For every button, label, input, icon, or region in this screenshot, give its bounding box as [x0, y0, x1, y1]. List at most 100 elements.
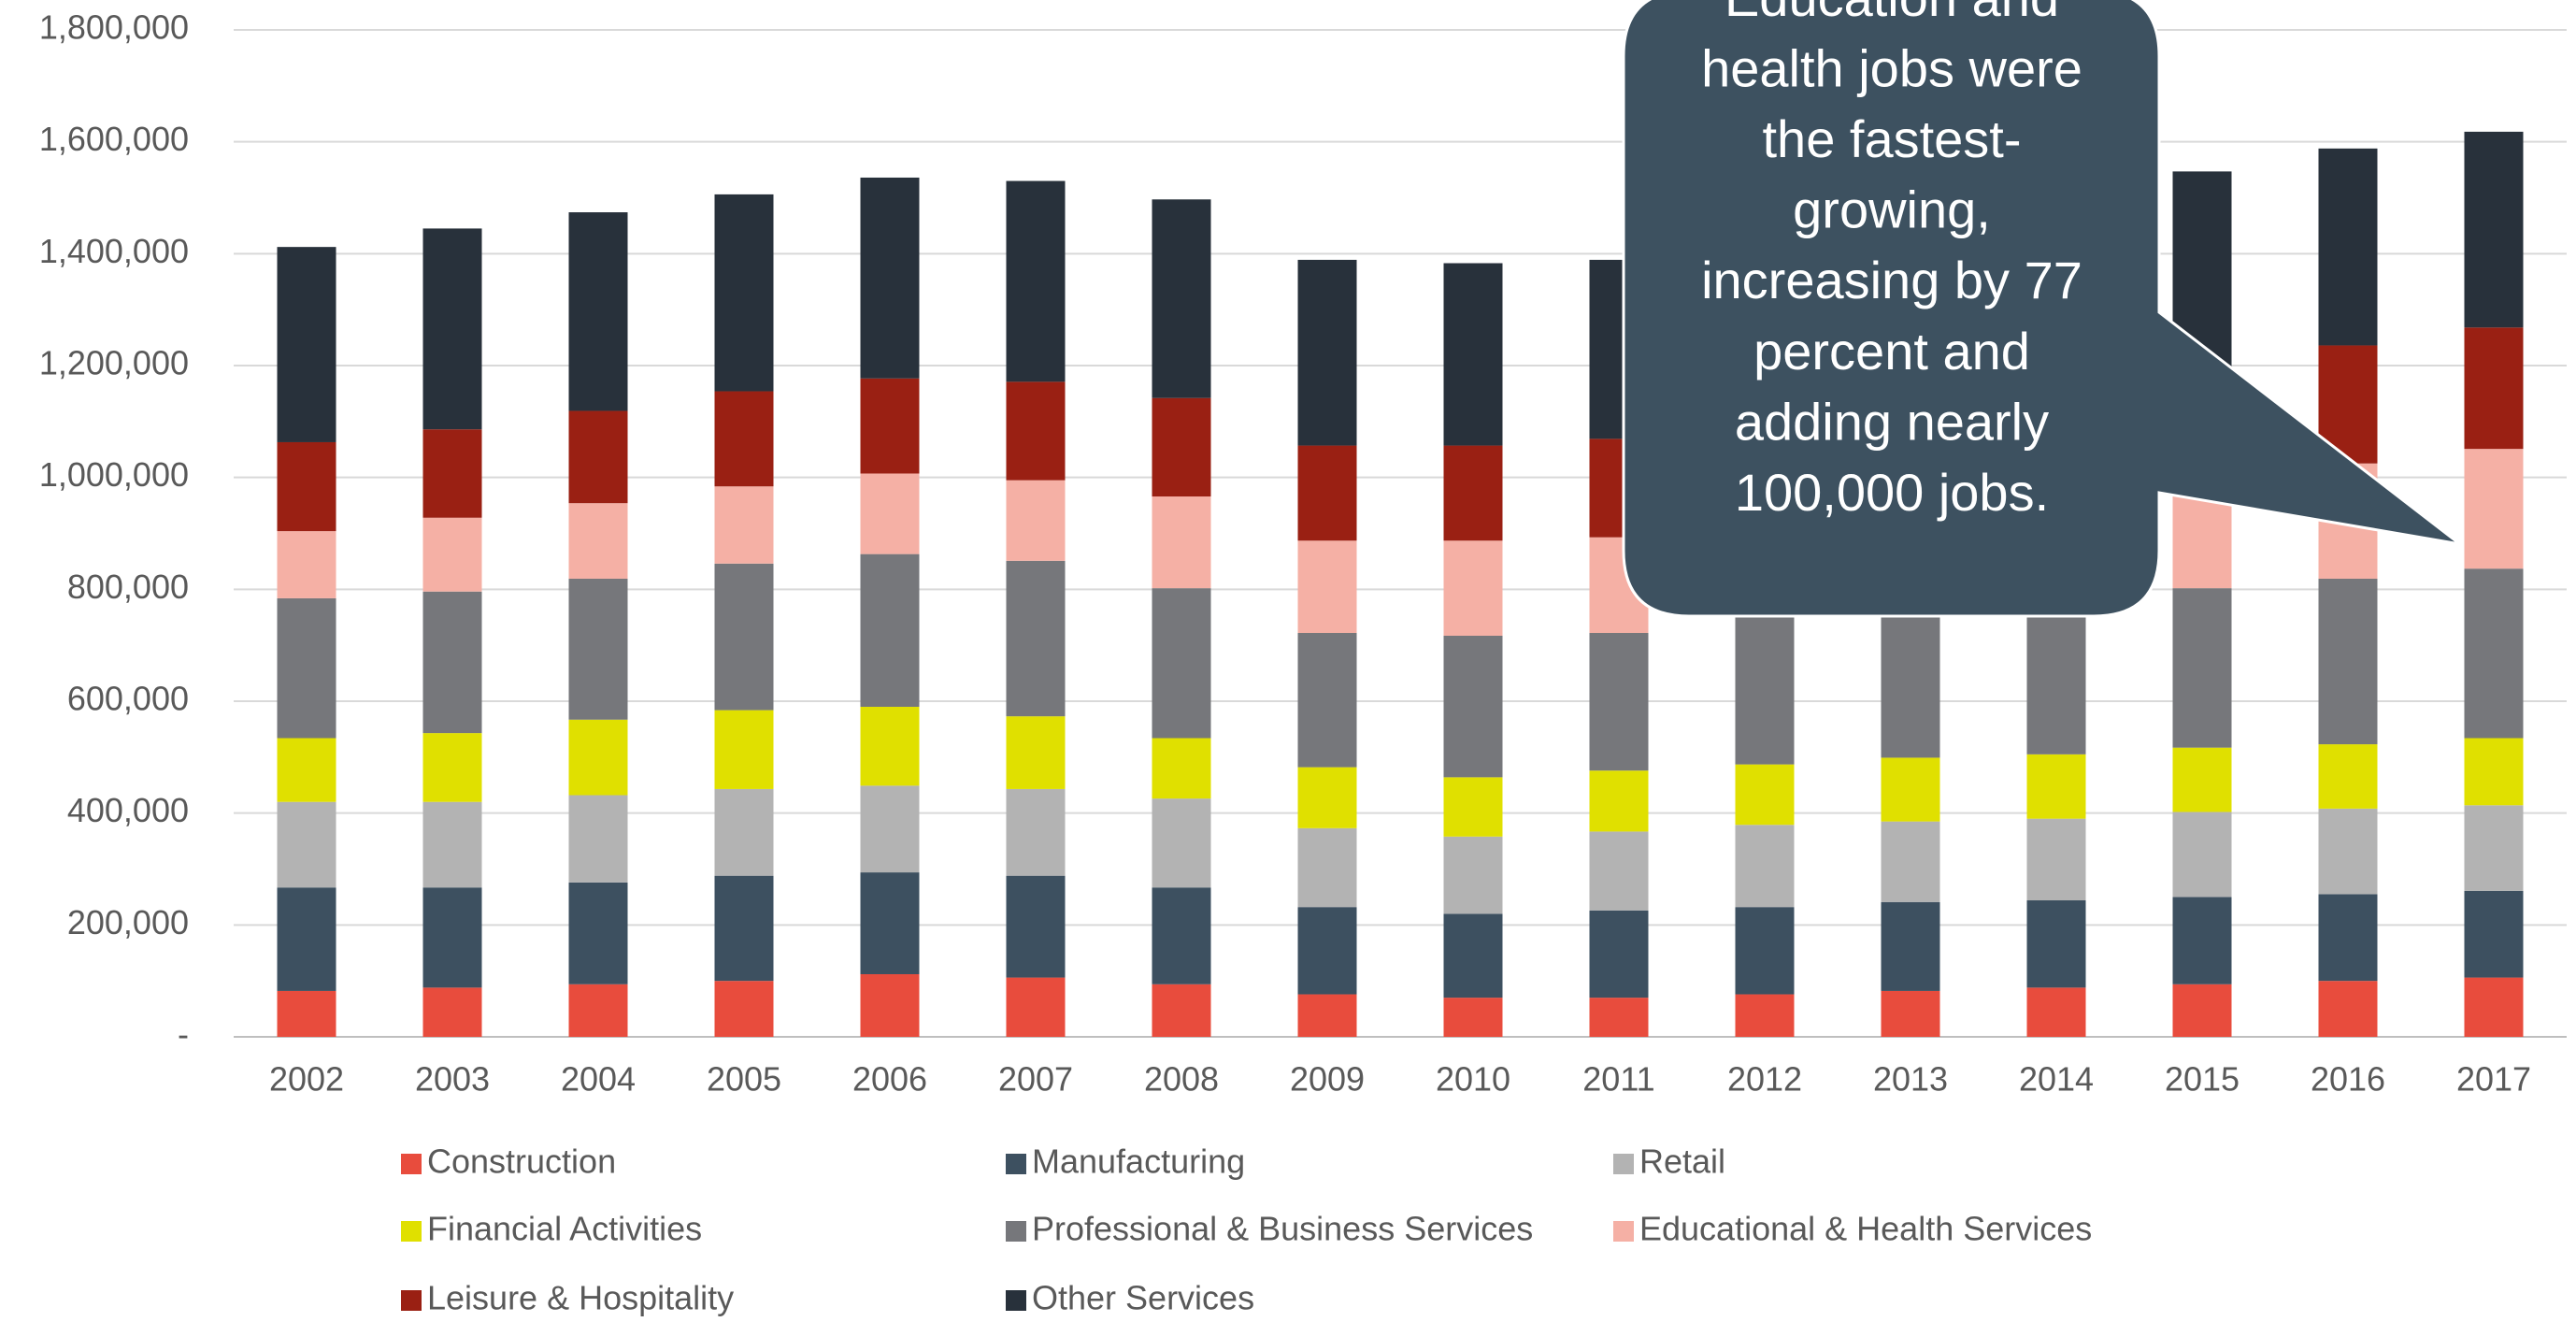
bar-segment	[422, 801, 482, 888]
bar-segment	[422, 228, 482, 430]
bar-segment	[1881, 595, 1940, 758]
bar-segment	[2026, 754, 2086, 819]
bar-segment	[1881, 757, 1940, 822]
bar-segment	[860, 378, 920, 474]
x-tick-label: 2017	[2456, 1060, 2531, 1099]
bar-segment	[2464, 449, 2524, 569]
bar-segment	[1152, 496, 1211, 589]
bar-segment	[1152, 984, 1211, 1037]
bar-segment	[1152, 738, 1211, 799]
bar-segment	[1006, 716, 1066, 789]
bar-segment	[2318, 744, 2378, 809]
y-tick-label: 800,000	[67, 568, 189, 606]
y-tick-label: 600,000	[67, 680, 189, 718]
bar-segment	[1735, 764, 1795, 826]
bar-segment	[1443, 913, 1503, 999]
bar-segment	[714, 486, 774, 564]
bar-segment	[422, 987, 482, 1037]
bar-segment	[1297, 827, 1357, 908]
x-tick-label: 2010	[1436, 1060, 1510, 1099]
x-tick-label: 2005	[707, 1060, 781, 1099]
legend-swatch	[1006, 1154, 1026, 1174]
bar-segment	[277, 801, 336, 888]
bar-segment	[1152, 397, 1211, 497]
bar-segment	[2026, 987, 2086, 1037]
bar-segment	[714, 391, 774, 487]
bar-segment	[1589, 910, 1649, 999]
legend-swatch	[401, 1221, 422, 1242]
bar-segment	[1735, 994, 1795, 1037]
x-tick-label: 2009	[1290, 1060, 1365, 1099]
callout-text: percent and	[1753, 322, 2030, 381]
callout-text: health jobs were	[1701, 38, 2082, 97]
bar-segment	[1589, 770, 1649, 832]
bar-segment	[2172, 588, 2232, 748]
legend-label: Professional & Business Services	[1032, 1210, 1533, 1248]
callout-text: growing,	[1793, 180, 1991, 239]
bar-segment	[277, 531, 336, 598]
bar-segment	[1006, 180, 1066, 382]
bar-segment	[860, 706, 920, 786]
x-tick-label: 2007	[998, 1060, 1073, 1099]
bar-segment	[2318, 148, 2378, 346]
y-tick-label: -	[178, 1015, 189, 1054]
bar-segment	[422, 591, 482, 734]
x-tick-label: 2002	[269, 1060, 344, 1099]
bar-segment	[1152, 887, 1211, 984]
x-tick-label: 2016	[2311, 1060, 2385, 1099]
bar-segment	[422, 429, 482, 518]
bar-segment	[1589, 831, 1649, 911]
bar-segment	[860, 553, 920, 707]
bar-segment	[1589, 633, 1649, 771]
legend-swatch	[1613, 1221, 1634, 1242]
bar-segment	[1443, 540, 1503, 636]
bar-segment	[1443, 998, 1503, 1037]
x-tick-label: 2015	[2165, 1060, 2240, 1099]
legend-label: Educational & Health Services	[1639, 1210, 2092, 1248]
callout-text: adding nearly	[1735, 392, 2049, 451]
bar-segment	[714, 194, 774, 392]
bar-segment	[568, 719, 628, 796]
bar-segment	[2464, 738, 2524, 806]
bar-segment	[568, 795, 628, 883]
legend-swatch	[401, 1154, 422, 1174]
bar-segment	[860, 973, 920, 1037]
y-tick-label: 1,200,000	[39, 344, 189, 382]
bar-segment	[2464, 890, 2524, 978]
bar-segment	[1297, 994, 1357, 1037]
bar-segment	[714, 875, 774, 982]
bar-segment	[277, 990, 336, 1037]
bar-segment	[422, 733, 482, 802]
bar-segment	[277, 887, 336, 991]
bar-segment	[2464, 131, 2524, 328]
bar-segment	[422, 517, 482, 592]
x-tick-label: 2014	[2019, 1060, 2094, 1099]
legend-label: Leisure & Hospitality	[427, 1279, 734, 1317]
bar-segment	[860, 872, 920, 974]
bar-segment	[2318, 981, 2378, 1037]
bar-segment	[1443, 445, 1503, 541]
callout-text: 100,000 jobs.	[1735, 463, 2049, 522]
x-tick-label: 2003	[415, 1060, 490, 1099]
bar-segment	[1006, 977, 1066, 1037]
bar-segment	[1152, 798, 1211, 888]
bar-segment	[714, 788, 774, 876]
x-tick-label: 2006	[852, 1060, 927, 1099]
bar-segment	[860, 177, 920, 379]
callout	[1622, 0, 2461, 618]
bar-segment	[2172, 747, 2232, 812]
bar-segment	[1443, 777, 1503, 837]
bar-segment	[2318, 894, 2378, 982]
bar-segment	[1006, 480, 1066, 561]
bar-segment	[568, 882, 628, 984]
bar-segment	[1297, 633, 1357, 768]
y-tick-label: 1,000,000	[39, 455, 189, 494]
bar-segment	[1735, 608, 1795, 765]
bar-segment	[1443, 263, 1503, 446]
x-tick-label: 2012	[1727, 1060, 1802, 1099]
callout-text: the fastest-	[1762, 109, 2021, 168]
bar-segment	[714, 563, 774, 711]
bar-segment	[568, 984, 628, 1037]
legend-swatch	[1006, 1221, 1026, 1242]
